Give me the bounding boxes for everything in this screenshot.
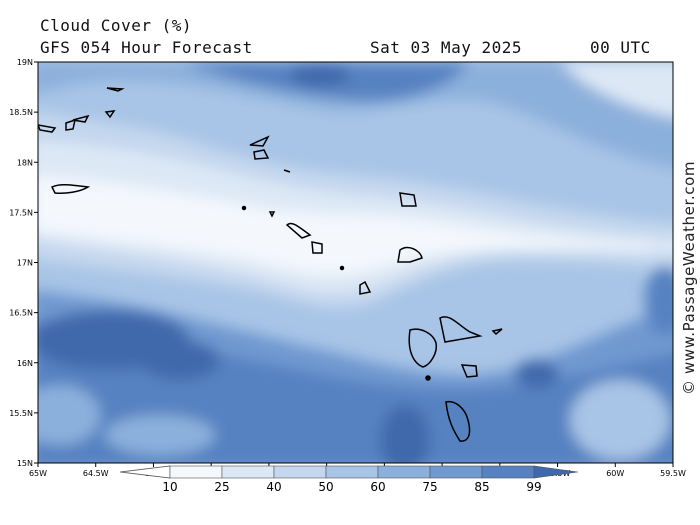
lat-label: 18.5N [9, 108, 33, 117]
colorbar-label: 75 [422, 480, 437, 494]
islands [38, 87, 503, 442]
lon-label: 59.5W [660, 469, 686, 478]
lat-label: 15.5N [9, 409, 33, 418]
lat-label: 18N [17, 158, 33, 167]
lon-label: 65W [29, 469, 47, 478]
latitude-axis: 19N 18.5N 18N 17.5N 17N 16.5N 16N 15.5N 15N [9, 58, 38, 468]
colorbar-segment [377, 465, 431, 479]
colorbar-segment [325, 465, 379, 479]
colorbar-label: 85 [474, 480, 489, 494]
forecast-date: Sat 03 May 2025 [370, 38, 522, 57]
colorbar-label: 10 [162, 480, 177, 494]
colorbar-label: 60 [370, 480, 385, 494]
forecast-time: 00 UTC [590, 38, 651, 57]
colorbar: 10 25 40 50 60 75 85 99 [119, 465, 579, 494]
colorbar-label: 25 [214, 480, 229, 494]
lat-label: 17N [17, 259, 33, 268]
lon-label: 60W [606, 469, 624, 478]
credit-text: © www.PassageWeather.com [680, 160, 698, 395]
colorbar-high-arrow [533, 465, 579, 479]
lat-label: 19N [17, 58, 33, 67]
colorbar-label: 99 [526, 480, 541, 494]
colorbar-segment [273, 465, 327, 479]
colorbar-segment [221, 465, 275, 479]
lat-label: 15N [17, 459, 33, 468]
colorbar-label: 40 [266, 480, 281, 494]
colorbar-segment [169, 465, 223, 479]
colorbar-label: 50 [318, 480, 333, 494]
lat-label: 16.5N [9, 309, 33, 318]
cloud-cover-field [38, 62, 673, 463]
lat-label: 16N [17, 359, 33, 368]
lon-label: 64.5W [83, 469, 109, 478]
lat-label: 17.5N [9, 208, 33, 217]
colorbar-segment [481, 465, 535, 479]
forecast-subtitle: GFS 054 Hour Forecast [40, 38, 253, 57]
colorbar-segment [429, 465, 483, 479]
map-title: Cloud Cover (%) [40, 16, 192, 35]
